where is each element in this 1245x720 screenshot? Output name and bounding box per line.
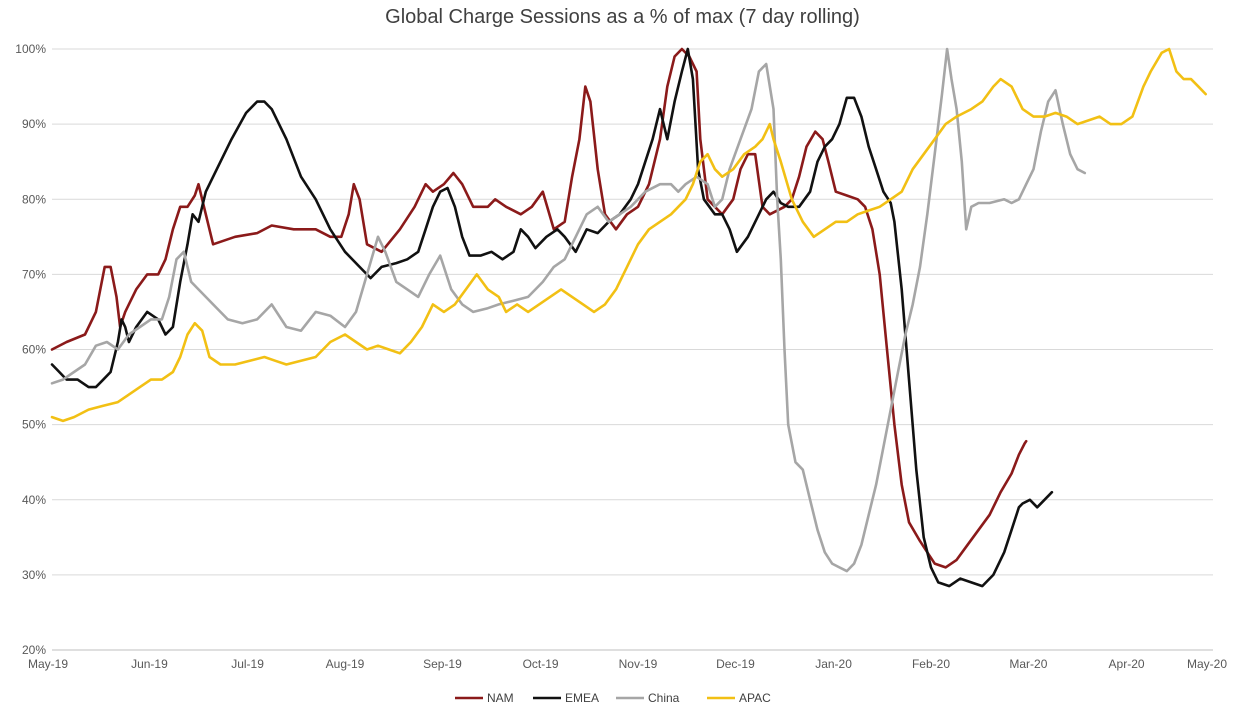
y-tick-label: 90% (22, 117, 46, 131)
x-tick-label: Aug-19 (326, 657, 365, 671)
y-tick-label: 40% (22, 493, 46, 507)
chart-title: Global Charge Sessions as a % of max (7 … (385, 6, 860, 28)
x-tick-label: Sep-19 (423, 657, 462, 671)
y-axis-tick-labels: 20% 30% 40% 50% 60% 70% 80% 90% 100% (15, 42, 46, 657)
legend-item-nam: NAM (455, 691, 514, 705)
x-tick-label: May-20 (1187, 657, 1227, 671)
x-tick-label: Mar-20 (1009, 657, 1047, 671)
legend-label: NAM (487, 691, 514, 705)
y-tick-label: 30% (22, 568, 46, 582)
series-line-nam (50, 47, 1028, 569)
y-tick-label: 100% (15, 42, 46, 56)
legend: NAM EMEA China APAC (455, 691, 771, 705)
series-line-emea (50, 47, 1054, 588)
legend-label: APAC (739, 691, 771, 705)
x-tick-label: May-19 (28, 657, 68, 671)
x-tick-label: Apr-20 (1109, 657, 1145, 671)
legend-label: China (648, 691, 680, 705)
x-axis-tick-labels: May-19 Jun-19 Jul-19 Aug-19 Sep-19 Oct-19 Nov-… (28, 657, 1227, 671)
y-tick-label: 20% (22, 643, 46, 657)
x-tick-label: Oct-19 (523, 657, 559, 671)
x-tick-label: Jun-19 (131, 657, 168, 671)
y-tick-label: 50% (22, 418, 46, 432)
legend-label: EMEA (565, 691, 599, 705)
legend-item-emea: EMEA (533, 691, 599, 705)
y-tick-label: 60% (22, 343, 46, 357)
y-tick-label: 80% (22, 192, 46, 206)
legend-item-china: China (616, 691, 680, 705)
x-tick-label: Jul-19 (231, 657, 264, 671)
series-line-apac (50, 47, 1207, 423)
x-tick-label: Nov-19 (619, 657, 658, 671)
legend-item-apac: APAC (707, 691, 771, 705)
x-tick-label: Feb-20 (912, 657, 950, 671)
series-line-china (50, 47, 1087, 573)
x-tick-label: Dec-19 (716, 657, 755, 671)
y-tick-label: 70% (22, 267, 46, 281)
series-lines (50, 47, 1207, 588)
x-tick-label: Jan-20 (815, 657, 852, 671)
